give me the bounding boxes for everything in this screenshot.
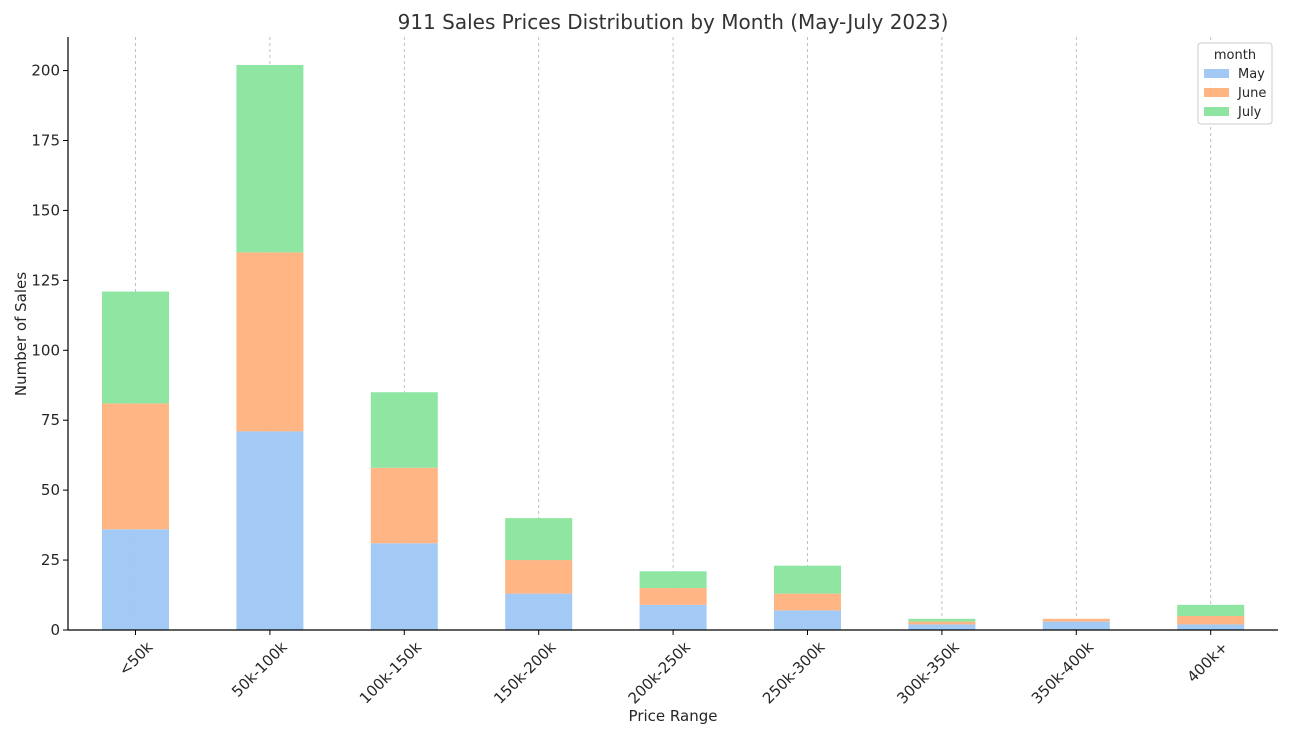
chart-title: 911 Sales Prices Distribution by Month (… <box>398 10 949 34</box>
y-axis-label: Number of Sales <box>12 272 30 396</box>
legend-swatch-may <box>1204 69 1229 78</box>
x-axis-label: Price Range <box>629 707 718 725</box>
y-tick-label: 150 <box>31 201 60 219</box>
y-tick-label: 200 <box>31 62 60 80</box>
bar-july-6 <box>908 618 976 622</box>
bar-may-1 <box>236 431 304 630</box>
y-tick-label: 25 <box>41 551 60 569</box>
bar-june-6 <box>908 621 976 625</box>
y-tick-label: 50 <box>41 481 60 499</box>
y-tick-label: 100 <box>31 341 60 359</box>
bar-may-8 <box>1177 624 1245 630</box>
y-tick-label: 75 <box>41 411 60 429</box>
bar-july-8 <box>1177 604 1245 617</box>
legend-label-june: June <box>1237 86 1266 101</box>
legend-box <box>1197 42 1273 125</box>
bar-july-2 <box>370 392 438 468</box>
y-ticks: 0 25 50 75 100 125 150 175 200 <box>31 62 68 639</box>
bar-may-3 <box>505 593 573 630</box>
bar-may-5 <box>774 610 841 630</box>
bars <box>102 64 1245 630</box>
bar-may-4 <box>639 604 707 630</box>
x-tick-label: 50k-100k <box>228 638 291 701</box>
x-tick-label: 200k-250k <box>625 638 695 708</box>
bar-july-0 <box>102 291 169 404</box>
bar-june-2 <box>370 467 438 544</box>
x-tick-label: <50k <box>115 638 156 679</box>
x-ticks: <50k 50k-100k 100k-150k 150k-200k 200k-250k 2… <box>115 630 1232 708</box>
x-tick-label: 300k-350k <box>893 638 963 708</box>
x-tick-label: 150k-200k <box>490 638 560 708</box>
bar-july-3 <box>505 518 573 561</box>
x-tick-label: 350k-400k <box>1028 638 1098 708</box>
x-tick-label: 100k-150k <box>356 638 426 708</box>
bar-june-8 <box>1177 616 1245 625</box>
x-tick-label: 400k+ <box>1184 638 1232 686</box>
bar-june-0 <box>102 403 169 530</box>
y-tick-label: 125 <box>31 271 60 289</box>
bar-may-2 <box>370 543 438 630</box>
bar-june-4 <box>639 588 707 605</box>
bar-may-7 <box>1042 621 1110 630</box>
bar-july-1 <box>236 64 304 253</box>
bar-june-3 <box>505 560 573 594</box>
bar-june-7 <box>1042 618 1110 622</box>
bar-july-5 <box>774 565 841 594</box>
x-tick-label: 250k-300k <box>759 638 829 708</box>
legend-swatch-july <box>1204 107 1229 116</box>
bar-june-1 <box>236 252 304 432</box>
bar-may-6 <box>908 624 976 630</box>
y-tick-label: 175 <box>31 131 60 149</box>
bar-may-0 <box>102 529 169 630</box>
y-tick-label: 0 <box>50 621 60 639</box>
legend-title: month <box>1214 48 1256 63</box>
bar-june-5 <box>774 593 841 611</box>
bar-july-4 <box>639 571 707 589</box>
legend-swatch-june <box>1204 88 1229 97</box>
legend-label-july: July <box>1237 105 1262 120</box>
legend: month May June July <box>1197 42 1273 125</box>
legend-label-may: May <box>1238 67 1265 82</box>
